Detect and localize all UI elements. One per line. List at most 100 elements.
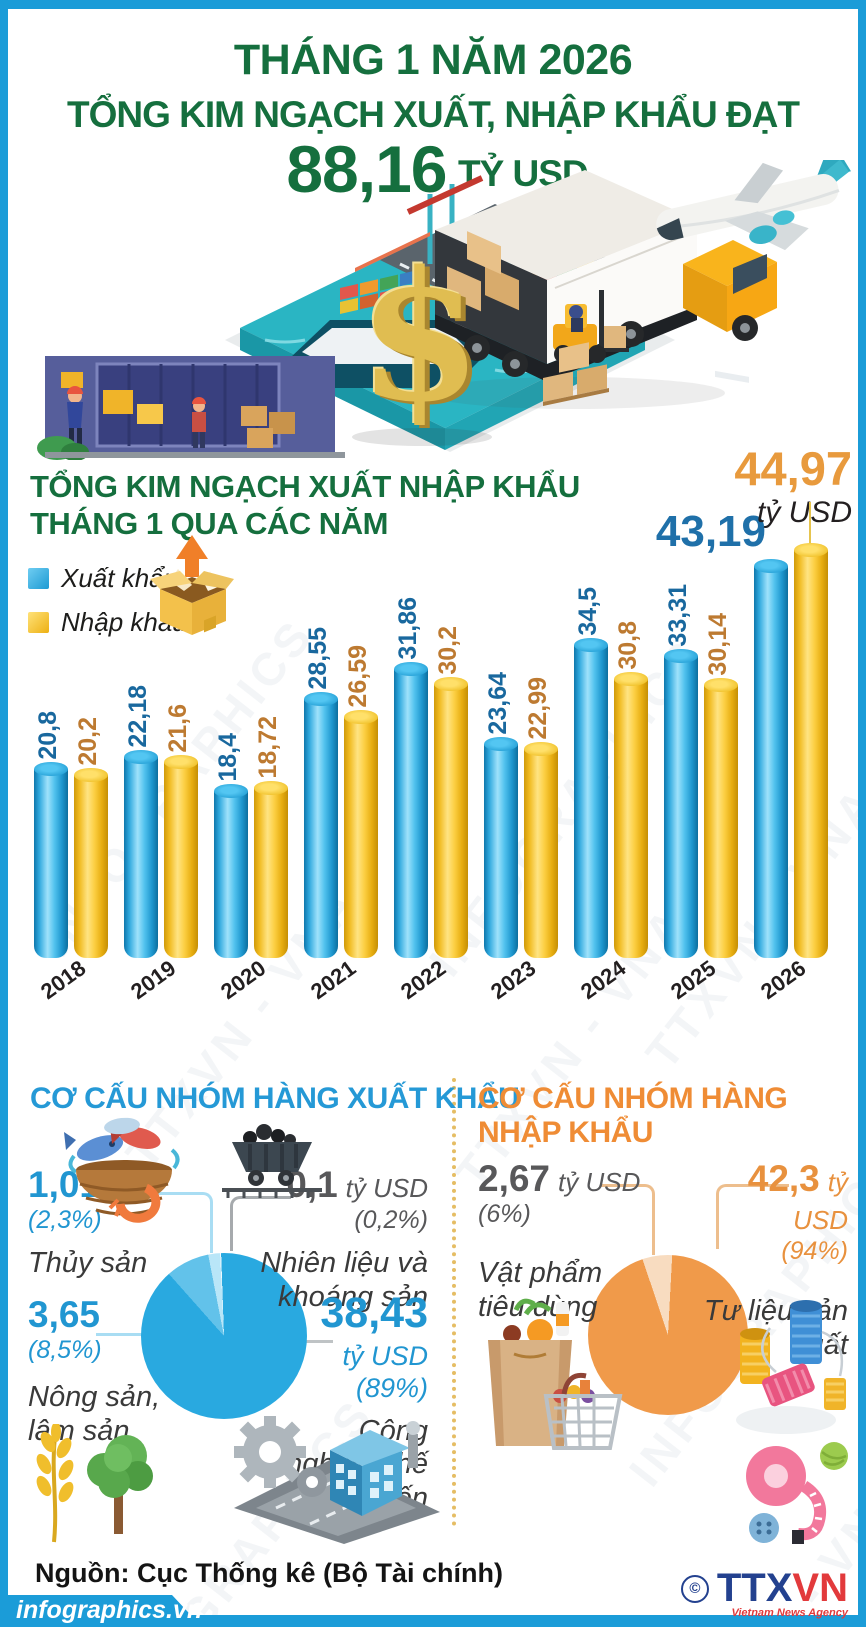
bar-2025-xuat-khau [664,649,698,958]
bar-2022-xuat-khau [394,662,428,958]
item-pct: (94%) [781,1237,848,1266]
bar-value-label: 20,8 [34,711,62,760]
section-divider [452,1078,456,1526]
bar-value-label: 28,55 [304,627,332,690]
cargo-boxes-icon [447,231,519,312]
bar-2021-nhap-khau [344,710,378,958]
agency-logo-blue: TTX [716,1566,793,1610]
bar-value-label: 22,99 [524,677,552,740]
gear-icon [234,1416,327,1497]
coal-cart-icon [222,1124,322,1198]
import-item-vat-pham: 2,67 tỷ USD (6%) Vật phẩm tiêu dùng [478,1160,653,1325]
airplane-icon [656,160,851,251]
item-pct: (0,2%) [354,1205,428,1234]
leader-line [809,502,811,546]
bar-chart-title-line2: THÁNG 1 QUA CÁC NĂM [30,506,388,542]
item-name: Nhiên liệu và khoáng sản [260,1247,428,1314]
source-note: Nguồn: Cục Thống kê (Bộ Tài chính) [35,1558,503,1588]
bar-value-label: 31,86 [394,597,422,660]
dollar-shadow [352,428,492,446]
rice-wheat-icon [36,1424,74,1543]
logistics-illustration [37,160,851,460]
copyright-icon: © [680,1575,709,1603]
subtitle-prefix: TỔNG KIM NGẠCH XUẤT, NHẬP KHẨU ĐẠT [66,94,800,135]
import-pie-chart [588,1255,748,1415]
measuring-tape-icon [746,1442,848,1544]
bar-2021-xuat-khau [304,692,338,958]
frame-border-top [0,0,866,9]
bar-2018-nhap-khau [74,768,108,958]
bar-chart-title-line1: TỔNG KIM NGẠCH XUẤT NHẬP KHẨU [30,469,580,504]
truck-cab-icon [683,240,777,383]
bar-2023-nhap-khau [524,742,558,958]
item-name: Thủy sản [28,1247,148,1280]
item-pct: (6%) [478,1199,531,1228]
agency-subtitle: Vietnam News Agency [731,1607,848,1619]
item-unit: tỷ USD (89%) [342,1340,428,1404]
item-name: Vật phẩm tiêu dùng [478,1257,603,1324]
seafood-basket-icon [64,1117,180,1223]
legend-swatch-blue [28,568,49,589]
value-2026-export: 43,19 [655,507,766,556]
frame-border-left [0,0,8,1627]
dollar-sign-icon: $ [358,232,482,441]
bar-2023-xuat-khau [484,737,518,958]
tree-icon [87,1435,153,1534]
bar-value-label: 30,8 [614,621,642,670]
bar-2026-nhap-khau [794,543,828,958]
bar-2024-xuat-khau [574,638,608,958]
bar-value-label: 18,72 [254,716,282,779]
carton-box-icon [150,535,234,635]
worker-icon [192,397,206,448]
item-value: 2,67 [478,1158,551,1199]
shopping-basket-icon [543,1372,623,1450]
item-pct: (8,5%) [28,1335,102,1364]
bar-value-label: 33,31 [664,584,692,647]
site-link[interactable]: infographics.vn [16,1596,203,1624]
bar-2024-nhap-khau [614,672,648,958]
factory-industry-icon [234,1416,440,1544]
bar-value-label: 23,64 [484,672,512,735]
export-pie-title: CƠ CẤU NHÓM HÀNG XUẤT KHẨU [30,1082,520,1115]
page-subtitle: TỔNG KIM NGẠCH XUẤT, NHẬP KHẨU ĐẠT 88,16… [0,94,866,202]
bar-value-label: 26,59 [344,645,372,708]
value-2026-import: 44,97 [734,442,852,495]
connector-line [600,1184,655,1255]
ttxvn-logo: © TTXVN Vietnam News Agency [668,1566,848,1619]
bar-2020-xuat-khau [214,784,248,958]
bar-2019-xuat-khau [124,750,158,958]
import-pie-title: CƠ CẤU NHÓM HÀNG NHẬP KHẨU [478,1082,788,1149]
bar-value-label: 22,18 [124,685,152,748]
bar-chart: 43,19 44,97 tỷ USD 20,8 20,2 2018 22,18 21,6… [28,445,852,1004]
agency-logo-red: VN [792,1566,848,1610]
item-pct: (2,3%) [28,1205,102,1234]
page-title: THÁNG 1 NĂM 2026 [233,36,633,84]
bar-value-label: 18,4 [214,733,242,782]
item-value: 38,43 [320,1289,428,1337]
connector-line [150,1192,213,1253]
item-unit: tỷ USD [345,1173,428,1203]
bar-value-label: 21,6 [164,704,192,753]
item-value: 42,3 [747,1158,820,1199]
item-value: 3,65 [28,1294,101,1335]
connector-line [716,1184,789,1249]
headline-value: 88,16 [286,132,447,206]
bar-2018-xuat-khau [34,762,68,958]
legend-swatch-yellow [28,612,49,633]
pallet-boxes-icon [543,342,609,406]
connector-line [96,1333,144,1336]
warehouse-loading-icon [37,356,345,460]
bar-value-label: 30,14 [704,613,732,676]
export-item-nhien-lieu: 0,1 tỷ USD (0,2%) Nhiên liệu và khoáng sả… [240,1166,428,1315]
bar-chart-title: TỔNG KIM NGẠCH XUẤT NHẬP KHẨU THÁNG 1 QU… [30,468,580,542]
bar-value-label: 30,2 [434,626,462,675]
export-pie-chart [141,1253,307,1419]
bar-value-label: 20,2 [74,717,102,766]
frame-border-right [858,0,866,1627]
worker-icon [61,372,83,448]
unit-label: tỷ USD [756,496,852,529]
bar-2020-nhap-khau [254,781,288,958]
bar-2026-xuat-khau [754,559,788,958]
thread-spools-icon [736,1300,846,1434]
